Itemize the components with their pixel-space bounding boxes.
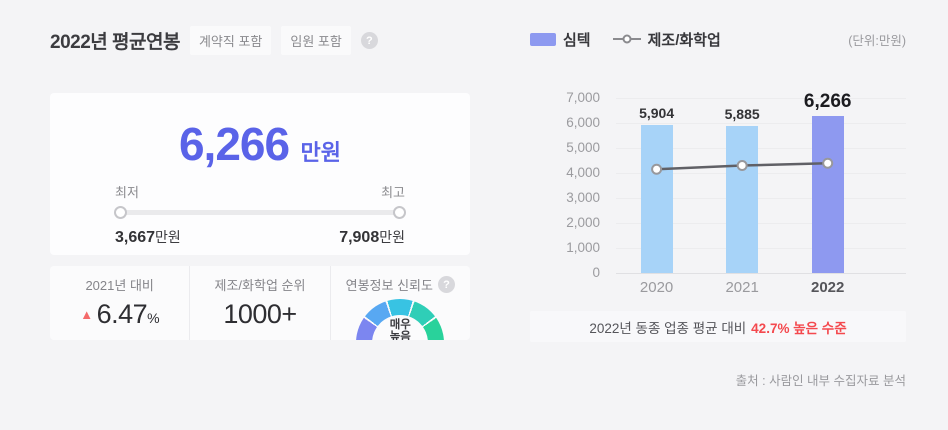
average-salary-unit: 만원 — [300, 140, 342, 165]
bar-2022 — [811, 116, 844, 273]
y-axis-tick-label: 6,000 — [566, 115, 600, 130]
average-salary: 6,266 만원 — [115, 117, 405, 171]
max-label: 최고 — [381, 185, 405, 200]
stat-industry-rank: 제조/화학업 순위 1000+ — [189, 266, 329, 340]
y-axis-tick-label: 2,000 — [566, 215, 600, 230]
stat-yoy-change: 2021년 대비 ▲ 6.47% — [50, 266, 189, 340]
gauge-level-line1: 매우 — [389, 319, 411, 331]
bar-2021 — [726, 125, 759, 273]
y-axis-tick-label: 5,000 — [566, 140, 600, 155]
reliability-gauge: 매우 높음 — [356, 299, 445, 340]
chart-plot: 5,904 5,885 6,266 — [616, 91, 906, 274]
stat-rank-value: 1000+ — [223, 299, 297, 329]
line-marker-icon — [822, 157, 834, 169]
chart-legend: 심텍 제조/화학업 (단위:만원) — [530, 30, 906, 49]
bar-value-label: 6,266 — [803, 91, 852, 113]
stat-reliability: 연봉정보 신뢰도 ? 매우 높음 — [329, 266, 470, 340]
gridline — [616, 198, 906, 199]
gauge-level-line2: 높음 — [389, 331, 411, 340]
gridline — [616, 248, 906, 249]
max-salary-value: 7,908 — [339, 229, 380, 246]
page-title: 2022년 평균연봉 — [50, 32, 180, 53]
source-note: 출처 : 사람인 내부 수집자료 분석 — [735, 374, 906, 388]
y-axis-tick-label: 7,000 — [566, 90, 600, 105]
industry-average-line-layer — [651, 157, 834, 175]
caption-highlight: 42.7% 높은 수준 — [751, 320, 847, 336]
min-salary-value: 3,667 — [115, 229, 156, 246]
y-axis-tick-label: 3,000 — [566, 190, 600, 205]
y-axis-tick-label: 0 — [592, 265, 600, 280]
salary-range-slider — [114, 206, 406, 219]
slider-track — [115, 210, 405, 215]
badge-executives-included: 임원 포함 — [281, 26, 351, 55]
average-salary-card: 6,266 만원 최저 최고 3,667만원 7,908만원 — [50, 93, 470, 255]
help-icon[interactable]: ? — [360, 32, 378, 49]
legend-line-dot — [622, 34, 632, 44]
comparison-caption: 2022년 동종 업종 평균 대비 42.7% 높은 수준 — [530, 311, 906, 342]
line-marker-icon — [736, 160, 748, 171]
min-salary: 3,667만원 — [115, 227, 181, 247]
gridline — [616, 273, 906, 274]
stat-yoy-value: ▲ 6.47% — [50, 299, 189, 330]
max-salary: 7,908만원 — [339, 227, 405, 247]
caption-prefix: 2022년 동종 업종 평균 대비 — [589, 320, 747, 336]
gridline — [616, 173, 906, 174]
line-marker-icon — [651, 163, 663, 175]
gridline — [616, 223, 906, 224]
range-labels: 최저 최고 — [115, 182, 405, 201]
salary-header: 2022년 평균연봉 계약직 포함 임원 포함 ? — [50, 26, 470, 55]
stats-row: 2021년 대비 ▲ 6.47% 제조/화학업 순위 1000+ 연봉정보 신뢰도… — [50, 266, 470, 340]
y-axis-tick-label: 4,000 — [566, 165, 600, 180]
badge-contract-included: 계약직 포함 — [189, 26, 272, 55]
legend-company-label: 심텍 — [563, 31, 591, 49]
max-salary-unit: 만원 — [379, 229, 405, 245]
average-salary-value: 6,266 — [178, 118, 290, 170]
legend-line-marker-icon — [612, 33, 641, 46]
salary-chart-panel: 심텍 제조/화학업 (단위:만원) 5,904 5,885 6,266 0 1,000… — [530, 30, 906, 389]
legend-bar-swatch — [530, 32, 556, 46]
yoy-percent-sign: % — [147, 310, 160, 326]
y-axis-tick-label: 1,000 — [566, 240, 600, 255]
bar-value-label: 5,904 — [639, 105, 675, 122]
gridline — [616, 148, 906, 149]
x-axis-label-2022: 2022 — [811, 279, 845, 296]
gridline — [616, 123, 906, 124]
min-salary-unit: 만원 — [155, 229, 181, 245]
x-axis-label-2021: 2021 — [725, 279, 759, 296]
up-triangle-icon: ▲ — [80, 307, 93, 322]
reliability-help-icon[interactable]: ? — [437, 276, 455, 293]
slider-handle-max[interactable] — [393, 206, 406, 219]
legend-industry-label: 제조/화학업 — [647, 31, 721, 49]
min-label: 최저 — [115, 185, 139, 200]
chart-unit-label: (단위:만원) — [848, 33, 906, 48]
range-values: 3,667만원 7,908만원 — [115, 227, 405, 247]
yoy-percent: 6.47 — [96, 299, 148, 329]
stat-rank-label: 제조/화학업 순위 — [214, 278, 306, 293]
stat-reliability-label: 연봉정보 신뢰도 ? — [331, 275, 470, 294]
slider-handle-min[interactable] — [114, 206, 127, 219]
x-axis-label-2020: 2020 — [639, 279, 674, 296]
bar-value-label: 5,885 — [724, 105, 760, 122]
bar-2020 — [640, 125, 673, 273]
salary-panel: 2022년 평균연봉 계약직 포함 임원 포함 ? 6,266 만원 최저 최고… — [50, 26, 470, 340]
stat-yoy-label: 2021년 대비 — [85, 278, 154, 293]
chart-area: 5,904 5,885 6,266 0 1,000 2,000 3,000 4,000 5,0… — [530, 90, 906, 298]
gridline — [616, 98, 906, 99]
reliability-label-text: 연봉정보 신뢰도 — [345, 278, 433, 293]
